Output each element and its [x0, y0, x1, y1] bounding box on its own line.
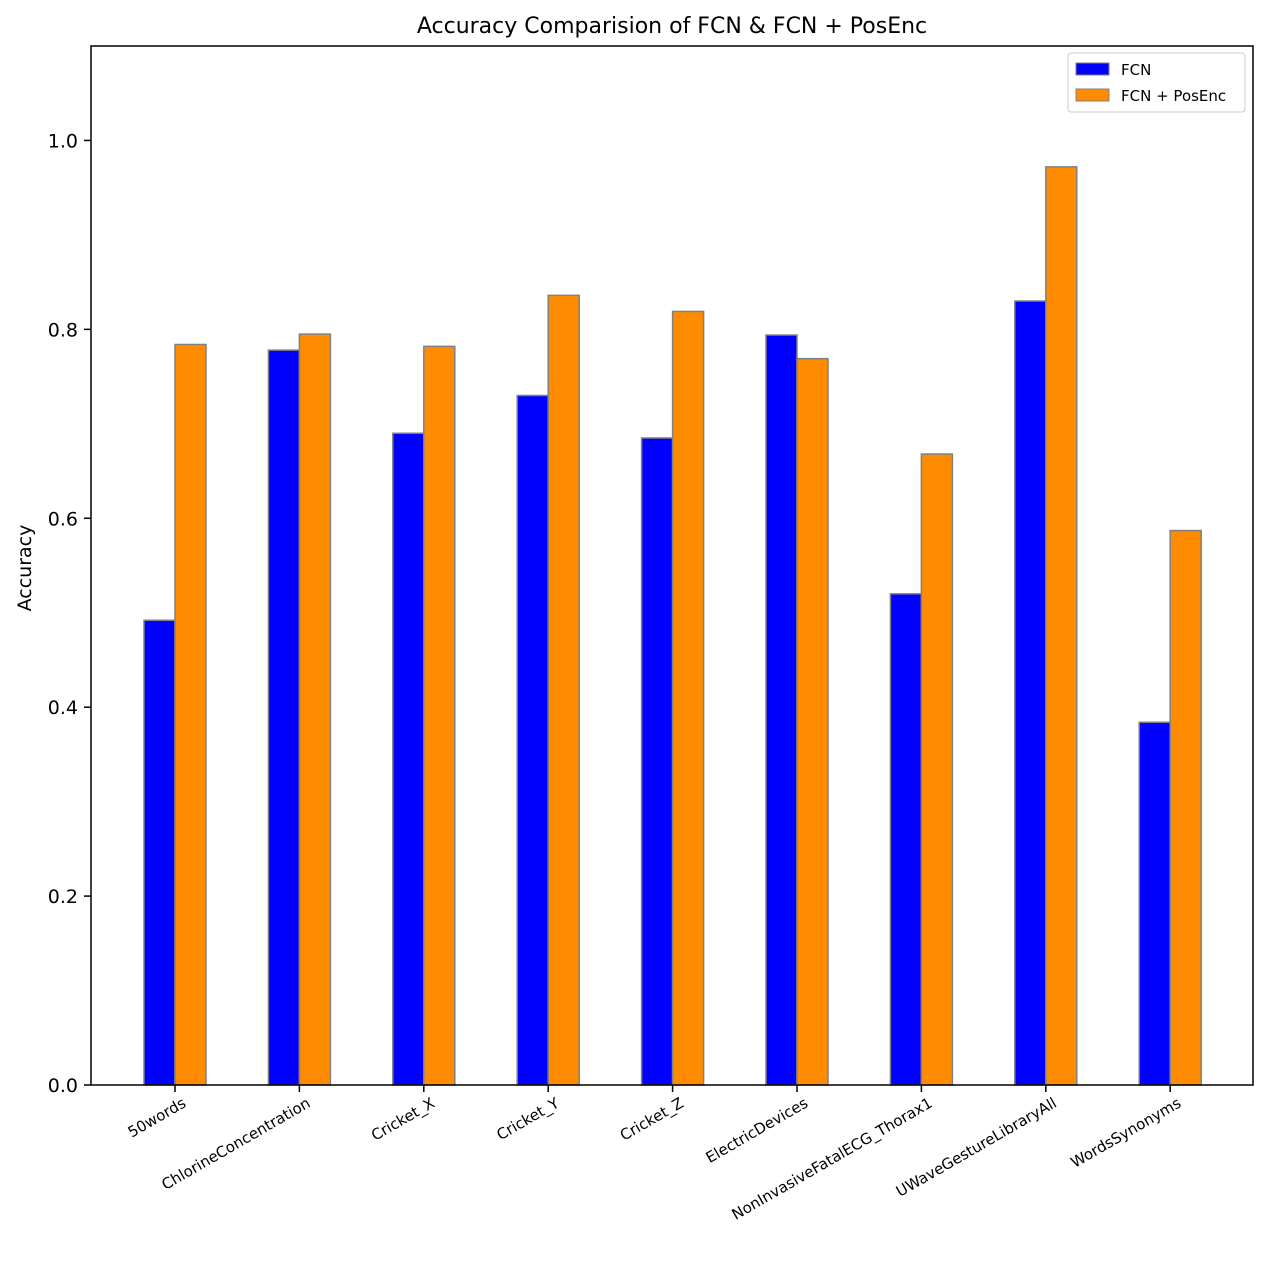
- legend-box: [1067, 52, 1246, 113]
- y-axis-ticks: 0.0 0.2 0.4 0.6 0.8 1.0: [48, 130, 91, 1097]
- legend: FCN FCN + PosEnc: [1067, 52, 1246, 113]
- bar-fcn-posenc-5: [796, 357, 829, 1086]
- bar-fcn-posenc-0: [174, 343, 207, 1086]
- legend-label-fcn: FCN: [1121, 61, 1151, 79]
- bar-fcn-posenc-1: [298, 333, 332, 1086]
- legend-swatch-fcn-posenc: [1075, 88, 1110, 102]
- y-tick-label: 1.0: [48, 130, 78, 152]
- legend-swatch-fcn: [1075, 62, 1110, 76]
- bar-fcn-4: [640, 437, 674, 1086]
- bar-fcn-posenc-6: [920, 453, 954, 1086]
- y-tick-label: 0.2: [48, 886, 78, 908]
- y-axis-label: Accuracy: [14, 525, 36, 612]
- bar-fcn-3: [516, 394, 549, 1086]
- y-tick-label: 0.8: [48, 319, 78, 341]
- bar-fcn-6: [889, 593, 923, 1086]
- bar-fcn-8: [1138, 721, 1171, 1086]
- bar-fcn-posenc-4: [671, 310, 705, 1086]
- bar-fcn-posenc-3: [547, 294, 580, 1086]
- bar-fcn-posenc-7: [1045, 166, 1078, 1086]
- bars-layer: [143, 166, 1202, 1086]
- y-tick-label: 0.6: [48, 508, 78, 530]
- bar-fcn-posenc-8: [1169, 529, 1202, 1086]
- y-tick-label: 0.4: [48, 697, 78, 719]
- plot-frame: [90, 45, 1254, 1086]
- y-tick-label: 0.0: [48, 1075, 78, 1097]
- bar-fcn-1: [267, 349, 301, 1086]
- bar-fcn-posenc-2: [423, 345, 456, 1086]
- bar-fcn-7: [1014, 300, 1047, 1086]
- bar-fcn-2: [392, 432, 425, 1086]
- bar-fcn-0: [143, 619, 176, 1086]
- legend-label-fcn-posenc: FCN + PosEnc: [1121, 87, 1226, 105]
- chart-title: Accuracy Comparision of FCN & FCN + PosE…: [417, 14, 927, 39]
- bar-fcn-5: [765, 334, 798, 1086]
